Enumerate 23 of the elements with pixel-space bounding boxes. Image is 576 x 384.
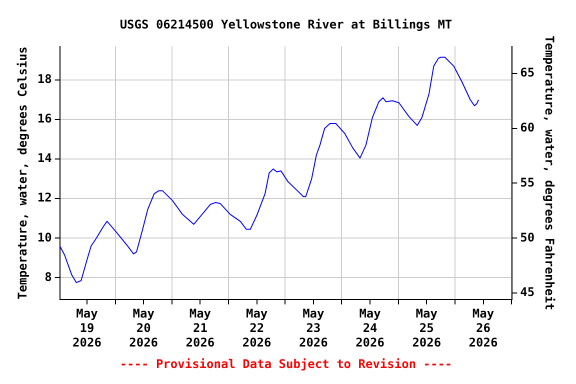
x-tick-label: May 24 2026 — [356, 306, 384, 350]
y-tick-label: 14 — [37, 151, 52, 166]
x-tick-label: May 26 2026 — [468, 306, 498, 350]
x-tick-label: May 22 2026 — [242, 306, 272, 350]
y-tick-label: 8 — [44, 270, 52, 284]
y2-tick-label: 45 — [520, 285, 535, 300]
y2-tick-label: 65 — [520, 66, 535, 80]
x-tick-label: May 21 2026 — [186, 306, 215, 350]
y-axis-title: Temperature, water, degrees Celsius — [15, 46, 30, 300]
x-tick-label: May 19 2026 — [72, 306, 102, 350]
y2-axis-title: Temperature, water, degrees Fahrenheit — [542, 36, 557, 310]
x-tick-label: May 23 2026 — [298, 306, 328, 350]
x-tick-label: May 25 2026 — [412, 306, 442, 350]
y-tick-label: 18 — [37, 72, 52, 86]
x-tick-label: May 20 2026 — [129, 306, 158, 350]
chart-title: USGS 06214500 Yellowstone River at Billings MT — [120, 17, 452, 32]
y-tick-label: 12 — [37, 190, 52, 205]
y2-tick-label: 50 — [520, 230, 535, 244]
y-tick-label: 10 — [37, 230, 52, 244]
y-tick-label: 16 — [37, 112, 52, 126]
text: ---- Provisional Data Subject to Revision ---- — [120, 356, 452, 371]
y2-tick-label: 60 — [520, 120, 535, 134]
y2-tick-label: 55 — [520, 175, 535, 190]
